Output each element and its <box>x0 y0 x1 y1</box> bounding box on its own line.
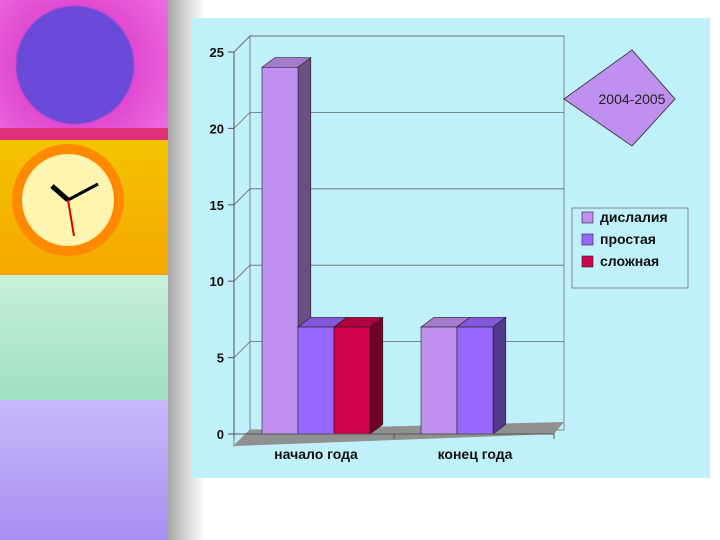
bar <box>333 316 384 435</box>
clock-orange-image <box>0 140 168 275</box>
legend-swatch <box>581 255 594 268</box>
y-tick-label: 20 <box>210 121 224 136</box>
x-tick-label: конец года <box>438 446 513 462</box>
clock-purple-image <box>0 0 168 140</box>
y-tick-label: 5 <box>217 351 224 366</box>
bar <box>456 316 507 435</box>
legend-label: простая <box>600 231 656 247</box>
books-purple-image <box>0 400 168 540</box>
bar-side <box>492 316 507 435</box>
bar-front <box>333 326 371 435</box>
gridline <box>233 188 564 206</box>
legend-swatch <box>581 211 594 224</box>
y-tick-label: 15 <box>210 198 224 213</box>
gridline <box>233 35 564 53</box>
y-tick-label: 10 <box>210 274 224 289</box>
annotation-diamond <box>563 49 676 147</box>
legend-swatch <box>581 233 594 246</box>
y-tick-label: 0 <box>217 427 224 442</box>
books-green-image <box>0 275 168 400</box>
legend-label: сложная <box>600 253 659 269</box>
annotation-text: 2004-2005 <box>599 91 666 107</box>
bar-front <box>297 326 335 435</box>
legend-label: дислалия <box>600 209 668 225</box>
bar-side <box>369 316 384 435</box>
bar-front <box>420 326 458 435</box>
plot-side-wall <box>233 34 251 448</box>
clock-icon <box>12 144 124 256</box>
bar-front <box>261 66 299 435</box>
gridline <box>233 112 564 129</box>
x-tick-label: начало года <box>274 446 358 462</box>
y-tick-label: 25 <box>210 45 224 60</box>
gridline <box>233 264 564 282</box>
bar-front <box>456 326 494 435</box>
bar-chart: 0 5 10 15 20 25 начало года конец года 2004-20… <box>210 34 689 462</box>
pink-divider <box>0 128 168 140</box>
